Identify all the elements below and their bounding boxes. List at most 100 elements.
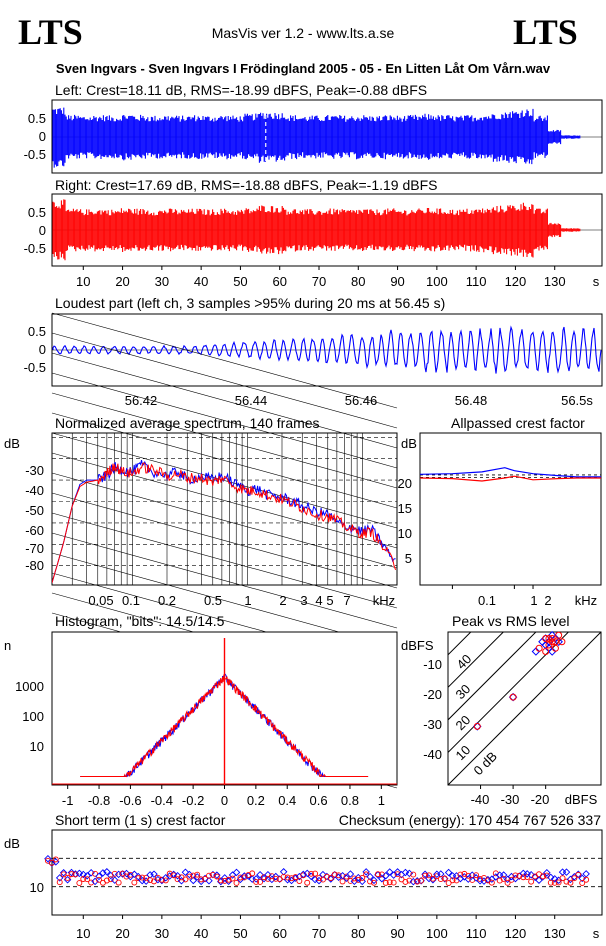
spectrum-right-line [52, 462, 397, 584]
hist-xtick-label: 0.2 [247, 793, 265, 808]
st-right-point [312, 870, 319, 877]
st-right-point [213, 873, 220, 880]
st-right-point [449, 877, 456, 884]
st-left-point [346, 870, 355, 878]
st-left-point [543, 868, 551, 877]
time-tick-label: 10 [76, 274, 90, 289]
allp-xtick-1: 1 [530, 593, 537, 608]
left-ytick-neg0.5: -0.5 [24, 147, 46, 162]
st-right-point [343, 873, 350, 880]
st-right-point [264, 875, 271, 882]
st-right-point [221, 877, 228, 884]
allpassed-plot [419, 467, 601, 589]
pvr-right-point [558, 638, 566, 646]
checksum-label: Checksum (energy): 170 454 767 526 337 [339, 812, 601, 828]
st-left-point [59, 869, 68, 877]
st-right-point [579, 880, 586, 886]
allpassed-panel: Allpassed crest factor dB 20 15 10 5 0.1… [398, 415, 602, 608]
right-waveform-plot [52, 199, 602, 261]
st-right-point [229, 875, 236, 882]
allpassed-right-line [419, 475, 601, 482]
st-right-point [147, 877, 154, 884]
hist-xtick-label: 0.8 [341, 793, 359, 808]
st-right-point [516, 872, 523, 879]
st-right-point [465, 872, 472, 879]
st-left-point [429, 876, 437, 884]
time-tick-label: 20 [115, 926, 129, 941]
st-left-point [189, 876, 198, 885]
right-ytick-0.5: 0.5 [28, 205, 46, 220]
st-right-point [92, 870, 99, 877]
st-left-point [437, 870, 445, 878]
loud-ytick-0: 0 [39, 342, 46, 357]
st-left-point [63, 876, 72, 884]
time-tick-label: 70 [312, 274, 326, 289]
st-right-point [559, 875, 566, 882]
st-right-point [402, 878, 409, 885]
st-right-point [127, 871, 134, 878]
pvr-left-point [508, 692, 518, 702]
loudest-part-title: Loudest part (left ch, 3 samples >95% du… [55, 295, 445, 311]
pvr-right-point [535, 644, 543, 652]
st-right-point [575, 871, 582, 878]
time-tick-label: 120 [505, 274, 527, 289]
time-tick-label: 60 [272, 926, 286, 941]
app-title: MasVis ver 1.2 - www.lts.a.se [212, 25, 395, 41]
spec-xtick-0.1: 0.1 [122, 593, 140, 608]
loud-ytick-neg0.5: -0.5 [24, 360, 46, 375]
spec-ytick-30: -30 [25, 463, 44, 478]
st-xunit: s [593, 926, 600, 941]
st-left-point [52, 858, 60, 866]
st-right-point [68, 871, 75, 878]
st-right-point [253, 878, 260, 885]
loud-xtick-56.48: 56.48 [455, 393, 488, 408]
pvr-right-point [542, 635, 550, 643]
st-right-point [96, 876, 102, 883]
spectrum-title: Normalized average spectrum, 140 frames [55, 415, 320, 431]
allp-ytick-5: 5 [405, 551, 412, 566]
time-tick-label: 80 [351, 274, 365, 289]
hist-ytick-100: 100 [22, 709, 44, 724]
logo-right: LTS [513, 12, 578, 52]
st-left-point [558, 868, 567, 876]
st-right-point [272, 875, 279, 882]
st-right-point [488, 879, 495, 886]
pvr-right-point [473, 722, 481, 730]
left-waveform-panel: Left: Crest=18.11 dB, RMS=-18.99 dBFS, P… [24, 82, 603, 174]
short-term-panel: Short term (1 s) crest factor Checksum (… [4, 812, 603, 941]
hist-xtick-label: 1 [378, 793, 385, 808]
st-right-point [473, 872, 480, 879]
st-right-point [351, 875, 358, 882]
st-right-point [268, 873, 275, 880]
histogram-title: Histogram, "bits": 14.5/14.5 [55, 613, 225, 629]
st-right-point [339, 878, 346, 885]
spec-ytick-60: -60 [25, 523, 44, 538]
st-right-point [131, 879, 138, 886]
st-left-point [562, 868, 571, 876]
file-title: Sven Ingvars - Sven Ingvars I Frödinglan… [56, 61, 551, 76]
st-right-point [583, 876, 590, 883]
st-ytick-10: 10 [30, 880, 44, 895]
loud-xtick-56.44: 56.44 [235, 393, 268, 408]
pvr-left-point [547, 647, 557, 656]
allp-xtick-2: 2 [544, 593, 551, 608]
right-waveform-title: Right: Crest=17.69 dB, RMS=-18.88 dBFS, … [55, 177, 437, 193]
right-xunit: s [593, 274, 600, 289]
st-right-point [162, 877, 169, 884]
st-left-point [232, 868, 241, 877]
left-waveform-trace [52, 107, 581, 168]
loud-xtick-56.5: 56.5s [561, 393, 593, 408]
left-waveform-title: Left: Crest=18.11 dB, RMS=-18.99 dBFS, P… [55, 82, 427, 98]
st-right-point [441, 875, 448, 882]
st-right-point [103, 877, 110, 884]
peak-rms-panel: Peak vs RMS level dBFS -10 -20 -30 -40 -… [401, 613, 602, 807]
spec-xtick-7: 7 [343, 593, 350, 608]
st-left-point [495, 871, 504, 879]
st-right-point [72, 871, 79, 878]
st-left-point [378, 874, 386, 883]
right-waveform-panel: Right: Crest=17.69 dB, RMS=-18.88 dBFS, … [24, 177, 603, 289]
short-term-title: Short term (1 s) crest factor [55, 812, 226, 828]
st-right-point [198, 876, 205, 883]
st-right-point [284, 874, 291, 881]
pvr-ytick-30: -30 [423, 717, 442, 732]
